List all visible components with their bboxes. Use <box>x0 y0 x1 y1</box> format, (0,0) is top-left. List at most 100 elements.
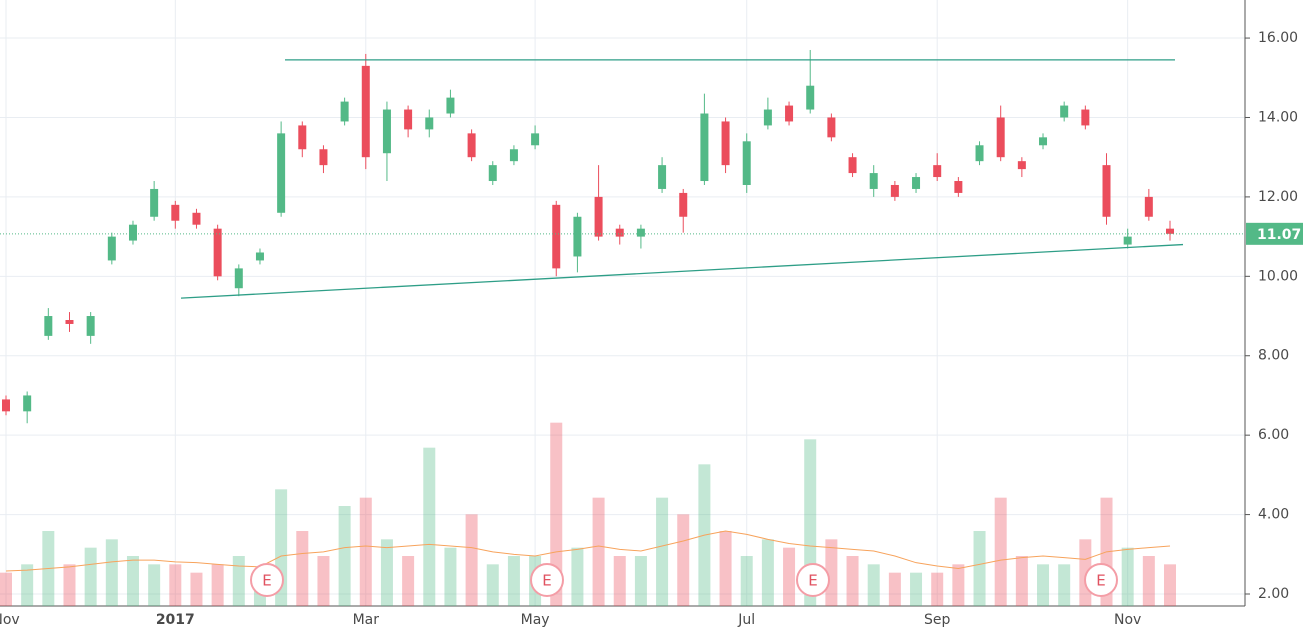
candle-body <box>192 212 201 225</box>
volume-bar <box>550 422 563 606</box>
candle-body <box>446 97 455 114</box>
volume-bar <box>63 564 76 606</box>
volume-bar <box>656 497 669 606</box>
candle-body <box>996 117 1005 158</box>
candle-body <box>1166 228 1174 234</box>
last-price-box <box>1246 222 1303 245</box>
trend-line <box>180 243 1184 299</box>
y-tick-label: 14.00 <box>1258 109 1298 125</box>
candle-body <box>763 109 772 126</box>
candle-body <box>23 395 32 412</box>
x-tick-label: Nov <box>0 612 20 628</box>
volume-bar <box>677 514 690 606</box>
candle-body <box>890 184 899 197</box>
candle-body <box>340 101 349 122</box>
candle-body <box>806 85 815 110</box>
candle-body <box>594 196 603 237</box>
y-tick-label: 10.00 <box>1258 268 1298 284</box>
volume-bar <box>952 564 965 606</box>
volume-bar <box>190 572 203 606</box>
volume-bar <box>761 539 774 606</box>
candle-body <box>1123 236 1132 245</box>
volume-bar <box>910 572 923 606</box>
candle-body <box>44 316 53 336</box>
volume-bar <box>571 547 584 606</box>
candle-body <box>573 216 582 257</box>
candle-body <box>700 113 709 182</box>
candle-body <box>171 204 180 221</box>
y-tick-label: 12.00 <box>1258 189 1298 205</box>
earnings-label: E <box>542 572 551 590</box>
volume-bar <box>740 556 753 606</box>
candle-body <box>1060 105 1069 118</box>
volume-bar <box>84 547 97 606</box>
candle-body <box>298 125 307 150</box>
candle-body <box>382 109 391 154</box>
y-tick-label: 2.00 <box>1258 586 1289 602</box>
volume-bar <box>634 556 647 606</box>
volume-bar <box>359 497 372 606</box>
candle-body <box>467 133 476 158</box>
candle-body <box>86 316 95 336</box>
volume-bar <box>1058 564 1071 606</box>
candle-body <box>1081 109 1090 126</box>
volume-bar <box>317 556 330 606</box>
candle-body <box>255 252 264 261</box>
candle-body <box>234 268 243 289</box>
y-tick-label: 16.00 <box>1258 30 1298 46</box>
candle-body <box>827 117 836 138</box>
candle-body <box>615 228 624 237</box>
x-tick-label: 2017 <box>156 612 195 628</box>
candle-body <box>107 236 116 261</box>
volume-bar <box>973 531 986 606</box>
candle-body <box>213 228 222 277</box>
volume-bar <box>402 556 415 606</box>
volume-bar <box>105 539 118 606</box>
candle-body <box>933 165 942 178</box>
last-price-label: 11.07 <box>1257 227 1301 243</box>
candle-body <box>2 399 10 412</box>
candle-body <box>531 133 540 146</box>
earnings-label: E <box>262 572 271 590</box>
volume-bar <box>0 572 12 606</box>
volume-bar <box>423 447 436 606</box>
x-tick-label: Nov <box>1114 612 1141 628</box>
volume-bar <box>1142 556 1155 606</box>
x-tick-label: Jul <box>737 612 755 628</box>
volume-bar <box>994 497 1007 606</box>
candle-body <box>319 149 328 166</box>
volume-bar <box>1164 564 1176 606</box>
candle-body <box>1102 165 1111 217</box>
volume-bar <box>867 564 880 606</box>
candle-body <box>742 141 751 185</box>
candle-body <box>1017 161 1026 170</box>
candle-body <box>1144 196 1153 217</box>
candle-body <box>65 320 74 324</box>
candle-body <box>975 145 984 162</box>
earnings-marker <box>250 563 284 597</box>
volume-bar <box>719 531 732 606</box>
volume-bar <box>931 572 944 606</box>
candle-body <box>869 173 878 189</box>
volume-bar <box>380 539 393 606</box>
candle-body <box>552 204 561 269</box>
volume-bar <box>21 564 34 606</box>
volume-bar <box>232 556 245 606</box>
volume-bar <box>444 547 457 606</box>
candle-body <box>488 165 497 182</box>
y-tick-label: 8.00 <box>1258 348 1289 364</box>
earnings-marker <box>530 563 564 597</box>
volume-bar <box>126 556 139 606</box>
volume-bar <box>507 556 520 606</box>
candle-body <box>1039 137 1048 146</box>
volume-bar <box>1015 556 1028 606</box>
volume-bar <box>1121 547 1134 606</box>
earnings-marker <box>796 563 830 597</box>
candle-body <box>636 228 645 237</box>
candle-body <box>785 105 794 122</box>
y-tick-label: 6.00 <box>1258 427 1289 443</box>
candle-body <box>658 165 667 189</box>
volume-bar <box>296 531 309 606</box>
volume-bar <box>888 572 901 606</box>
